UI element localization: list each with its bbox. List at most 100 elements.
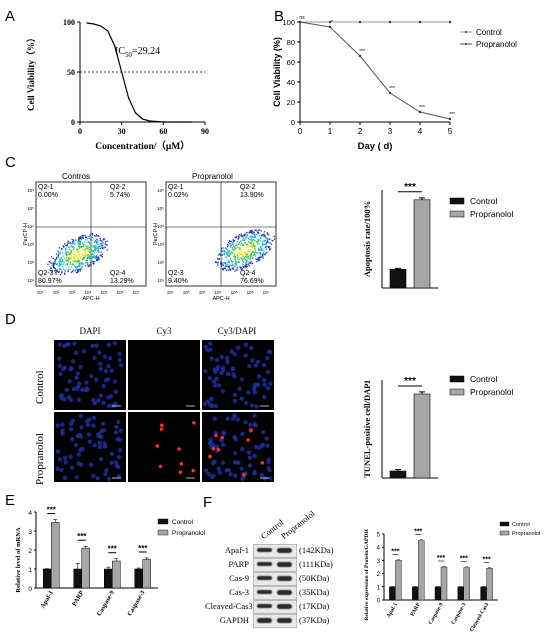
flow-event — [237, 243, 240, 246]
flow-event — [76, 250, 78, 252]
flow-event — [240, 251, 243, 253]
flow-event — [85, 239, 87, 241]
flow-event — [231, 251, 233, 254]
flow-event — [81, 263, 83, 265]
protein-band — [277, 604, 292, 609]
flow-event — [258, 235, 260, 237]
flow-event — [249, 231, 251, 234]
flow-event — [269, 248, 272, 250]
flow-event — [67, 246, 70, 248]
flow-event — [236, 240, 238, 243]
nucleus — [112, 340, 118, 346]
significance-mark: ns — [299, 15, 305, 21]
flow-event — [97, 240, 99, 242]
flow-event — [69, 248, 71, 251]
y-tick-label: 0 — [28, 586, 32, 593]
flow-event — [99, 239, 102, 242]
y-tick-label: 0 — [291, 118, 295, 127]
x-tick-label: Caspase-9 — [96, 589, 117, 618]
flow-event — [59, 268, 61, 270]
nucleus — [252, 390, 258, 395]
flow-event — [238, 242, 240, 244]
flow-event — [224, 265, 227, 267]
flow-event — [250, 244, 252, 247]
nucleus — [91, 473, 96, 479]
flow-event — [82, 237, 84, 239]
significance-mark: *** — [404, 182, 416, 193]
flow-event — [260, 252, 262, 255]
legend-swatch — [157, 529, 169, 536]
flow-event — [62, 252, 64, 254]
nucleus — [57, 356, 62, 361]
flow-event — [58, 252, 60, 254]
flow-event — [62, 255, 64, 257]
y-tick-label: 20 — [287, 98, 295, 107]
nucleus — [80, 446, 85, 452]
nucleus — [246, 450, 252, 455]
flow-q1-value: 0.00% — [38, 192, 58, 199]
flow-event — [102, 238, 104, 240]
flow-event — [227, 261, 230, 264]
flow-event — [88, 257, 91, 259]
flow-event — [79, 244, 81, 246]
flow-event — [250, 237, 253, 239]
nucleus — [254, 404, 259, 409]
flow-event — [71, 266, 73, 268]
flow-event — [70, 251, 72, 253]
data-point — [448, 117, 452, 121]
flow-event — [245, 237, 247, 239]
nucleus — [59, 396, 65, 401]
x-tick-label: Caspase-3 — [126, 589, 147, 618]
flow-event — [75, 266, 77, 269]
nucleus — [114, 424, 119, 430]
x-tick-label: Caspase-3 — [450, 602, 467, 626]
flow-event — [86, 257, 89, 259]
bar-control — [389, 586, 396, 601]
bar-propranolol — [142, 559, 151, 589]
flow-x-tick: 10⁶ — [247, 290, 254, 295]
flow-event — [93, 263, 95, 265]
flow-event — [254, 249, 256, 251]
flow-event — [240, 233, 242, 235]
nucleus — [117, 357, 122, 363]
flow-event — [59, 258, 61, 261]
flow-event — [77, 245, 80, 248]
flow-event — [250, 254, 253, 256]
flow-event — [246, 246, 248, 248]
data-point — [121, 71, 123, 73]
legend-label: Propranolol — [476, 40, 517, 49]
flow-event — [239, 258, 241, 260]
flow-event — [92, 239, 94, 241]
flow-event — [76, 266, 78, 268]
flow-event — [243, 266, 245, 269]
flow-event — [52, 267, 55, 269]
bar-control — [412, 586, 419, 601]
flow-event — [251, 231, 254, 233]
significance-mark: *** — [414, 529, 422, 536]
flow-event — [94, 248, 96, 250]
flow-event — [220, 254, 222, 257]
nucleus — [81, 349, 87, 354]
flow-event — [83, 253, 86, 255]
flow-event — [246, 253, 248, 256]
flow-event — [94, 246, 96, 249]
y-tick-label: 100 — [282, 18, 295, 27]
nucleus — [117, 351, 122, 357]
flow-event — [247, 261, 249, 263]
flow-event — [233, 255, 235, 258]
flow-event — [68, 253, 70, 256]
nucleus — [268, 476, 273, 481]
flow-event — [83, 257, 85, 259]
nucleus — [70, 465, 75, 470]
flow-event — [235, 269, 238, 271]
flow-event — [256, 252, 258, 254]
flow-event — [257, 259, 259, 261]
flow-event — [55, 259, 57, 261]
flow-event — [223, 250, 225, 252]
flow-event — [254, 253, 256, 256]
y-tick-label: 4 — [28, 510, 32, 517]
flow-event — [56, 263, 58, 265]
flow-event — [222, 269, 225, 271]
flow-event — [87, 240, 89, 243]
flow-event — [226, 265, 228, 268]
